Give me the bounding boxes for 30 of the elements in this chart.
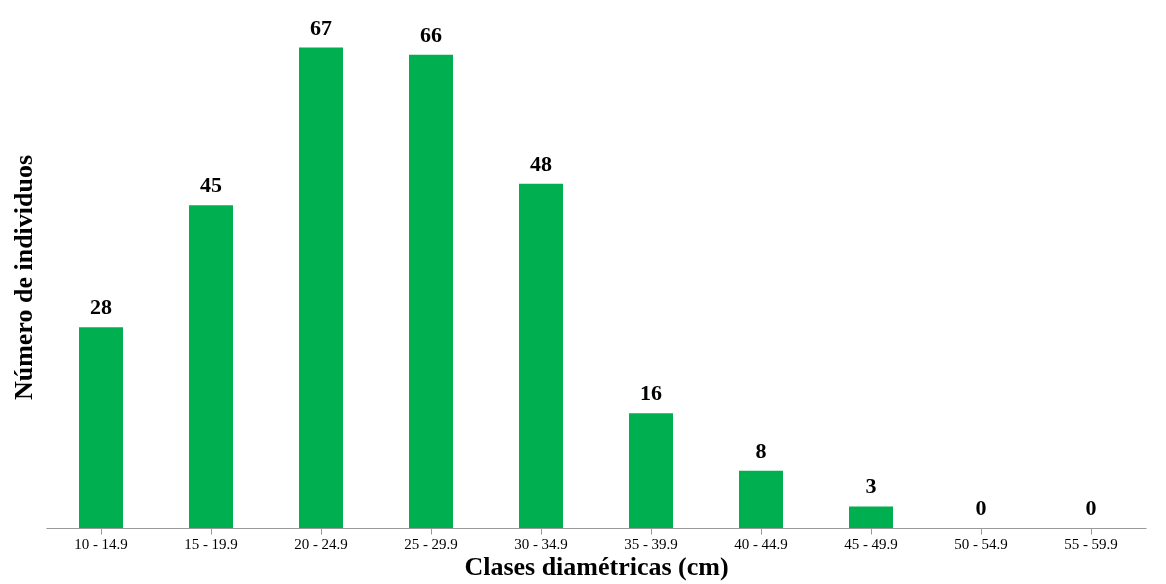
data-label: 45 (200, 172, 222, 198)
bar (519, 183, 563, 528)
bar (409, 54, 453, 528)
data-label: 28 (90, 294, 112, 320)
x-tick-label: 40 - 44.9 (734, 535, 788, 552)
data-label: 0 (1085, 495, 1097, 520)
x-tick-label: 20 - 24.9 (294, 535, 348, 552)
bar (629, 413, 673, 528)
data-label: 8 (755, 437, 767, 463)
bar (849, 506, 893, 528)
y-axis-title: Número de individuos (8, 154, 38, 401)
x-tick-label: 25 - 29.9 (404, 535, 458, 552)
data-label: 48 (530, 150, 552, 176)
x-tick-label: 50 - 54.9 (954, 535, 1008, 552)
data-label: 66 (420, 21, 442, 47)
x-axis-title: Clases diamétricas (cm) (464, 551, 729, 581)
x-tick-label: 45 - 49.9 (844, 535, 898, 552)
bar (739, 470, 783, 528)
bar (299, 47, 343, 528)
bar (189, 205, 233, 528)
data-label: 16 (640, 380, 662, 406)
data-label: 0 (975, 495, 987, 520)
x-tick-label: 30 - 34.9 (514, 535, 568, 552)
data-label: 67 (310, 14, 332, 40)
bar (79, 327, 123, 528)
data-label: 3 (865, 473, 877, 499)
x-tick-label: 35 - 39.9 (624, 535, 678, 552)
x-tick-label: 15 - 19.9 (184, 535, 238, 552)
x-tick-label: 10 - 14.9 (74, 535, 128, 552)
x-tick-label: 55 - 59.9 (1064, 535, 1118, 552)
